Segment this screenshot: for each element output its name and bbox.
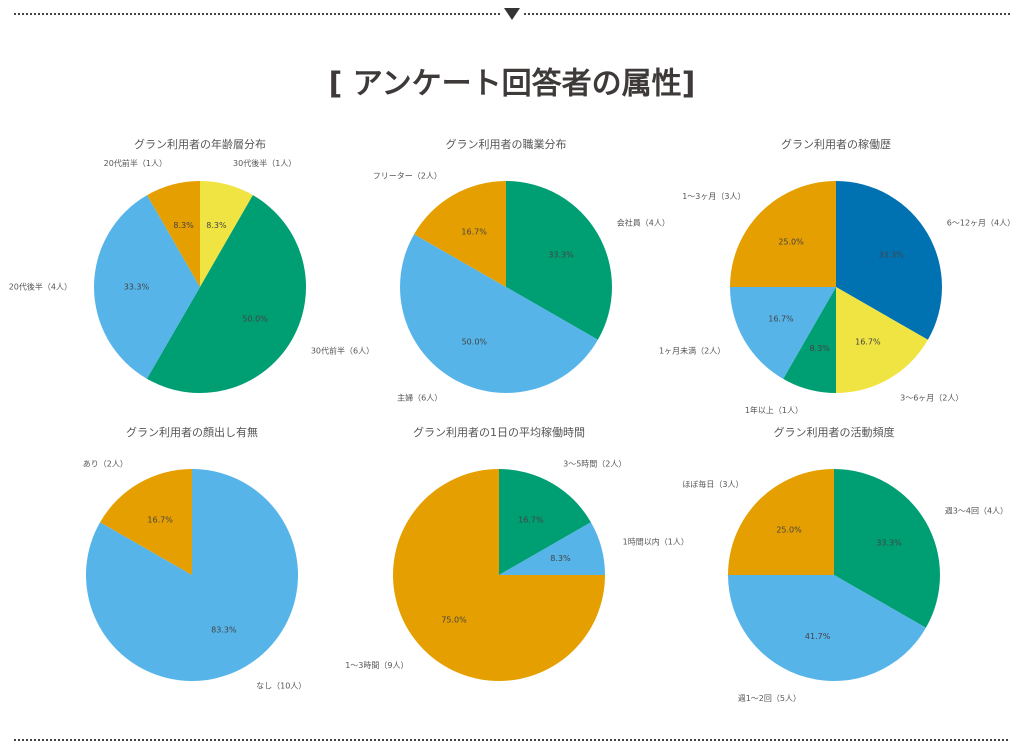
pie-slice	[414, 181, 506, 287]
pie-title: グラン利用者の活動頻度	[774, 425, 895, 439]
pie-slice	[730, 287, 836, 379]
pie-slice	[200, 181, 253, 287]
pie-title: グラン利用者の職業分布	[446, 137, 567, 151]
slice-label: 1ヶ月未満（2人）	[659, 346, 725, 356]
pie-slice	[506, 181, 612, 340]
slice-percent: 33.3%	[876, 539, 902, 548]
slice-label: 1年以上（1人）	[745, 405, 803, 415]
slice-label: 20代後半（4人）	[9, 281, 72, 291]
slice-label: 1〜3時間（9人）	[345, 661, 408, 670]
slice-label: 週3〜4回（4人）	[945, 506, 1008, 515]
slice-label: 3〜6ヶ月（2人）	[900, 393, 963, 402]
slice-label: 週1〜2回（5人）	[738, 694, 801, 703]
pie-slice	[783, 287, 836, 393]
page-title: [ アンケート回答者の属性]	[329, 67, 696, 102]
slice-label: あり（2人）	[83, 460, 128, 469]
slice-percent: 50.0%	[242, 314, 268, 323]
pie-slice	[728, 469, 834, 575]
slice-percent: 33.3%	[124, 282, 150, 291]
slice-label: 20代前半（1人）	[104, 158, 167, 168]
pie-title: グラン利用者の1日の平均稼働時間	[413, 425, 585, 439]
slice-label: 6〜12ヶ月（4人）	[947, 218, 1015, 227]
pie-slice	[85, 469, 298, 681]
pie-slice	[730, 181, 836, 287]
slice-percent: 16.7%	[461, 227, 487, 236]
slice-label: フリーター（2人）	[373, 172, 442, 181]
slice-percent: 16.7%	[855, 338, 881, 347]
pie-slice	[834, 469, 940, 628]
slice-percent: 25.0%	[776, 526, 802, 535]
pie-slice	[499, 469, 591, 575]
slice-percent: 8.3%	[550, 554, 571, 563]
slice-label: 3〜5時間（2人）	[563, 460, 626, 469]
pie-slice	[100, 469, 192, 575]
slice-percent: 8.3%	[206, 221, 227, 230]
pie-slice	[728, 575, 926, 681]
slice-percent: 8.3%	[173, 221, 194, 230]
slice-percent: 50.0%	[462, 338, 488, 347]
arrow-icon	[504, 8, 520, 20]
slice-percent: 16.7%	[518, 515, 544, 524]
slice-percent: 41.7%	[805, 632, 831, 641]
slice-percent: 75.0%	[441, 615, 467, 624]
pie-slice	[94, 195, 200, 379]
slice-label: 会社員（4人）	[617, 217, 670, 227]
slice-label: 1〜3ヶ月（3人）	[682, 192, 745, 201]
slice-percent: 33.3%	[878, 251, 904, 260]
pie-title: グラン利用者の稼働歴	[781, 137, 891, 151]
pie-slice	[499, 522, 605, 575]
slice-percent: 25.0%	[778, 238, 804, 247]
pie-slice	[146, 195, 307, 394]
slice-label: ほぼ毎日（3人）	[682, 479, 743, 489]
slice-percent: 16.7%	[147, 515, 173, 524]
slice-percent: 16.7%	[768, 314, 794, 323]
slice-label: 30代後半（1人）	[233, 158, 296, 168]
pie-slice	[400, 234, 598, 393]
pie-slice	[836, 287, 928, 393]
pie-slice	[393, 469, 605, 681]
slice-label: 1時間以内（1人）	[623, 537, 689, 547]
slice-label: なし（10人）	[256, 681, 306, 690]
slice-label: 30代前半（6人）	[311, 346, 374, 356]
pie-slice	[836, 181, 942, 340]
slice-label: 主婦（6人）	[397, 392, 442, 402]
slice-percent: 33.3%	[548, 251, 574, 260]
pie-title: グラン利用者の顔出し有無	[126, 425, 258, 439]
pie-slice	[147, 181, 200, 287]
pie-title: グラン利用者の年齢層分布	[134, 137, 266, 151]
slice-percent: 83.3%	[211, 626, 237, 635]
slice-percent: 8.3%	[809, 344, 830, 353]
